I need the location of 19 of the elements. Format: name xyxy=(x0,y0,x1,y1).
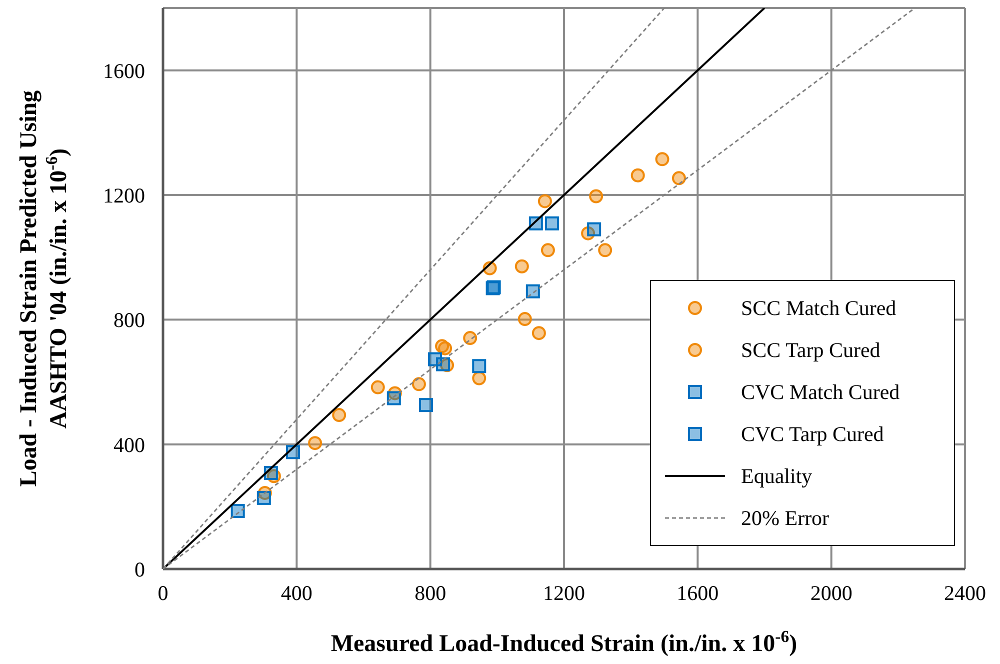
legend-label: SCC Match Cured xyxy=(741,296,896,320)
y-tick-label: 400 xyxy=(114,432,145,457)
legend-label: CVC Match Cured xyxy=(741,380,900,404)
x-tick-label: 2000 xyxy=(810,580,852,605)
y-tick-label: 800 xyxy=(114,308,145,332)
legend-label: CVC Tarp Cured xyxy=(741,422,884,446)
x-axis-title: Measured Load-Induced Strain (in./in. x 10$^{-6}$) xyxy=(330,626,798,657)
y-tick-label: 1200 xyxy=(103,183,145,208)
x-tick-label: 1600 xyxy=(676,580,719,605)
x-tick-label: 0 xyxy=(158,580,168,605)
y-tick-label: 0 xyxy=(134,557,145,582)
legend-label: 20% Error xyxy=(741,506,830,530)
x-tick-label: 800 xyxy=(414,580,446,605)
x-tick-label: 1200 xyxy=(543,580,585,605)
x-tick-label: 400 xyxy=(280,580,312,605)
y-tick-label: 1600 xyxy=(103,58,145,83)
legend-label: SCC Tarp Cured xyxy=(741,338,880,362)
legend-label: Equality xyxy=(741,464,812,488)
x-tick-label: 2400 xyxy=(944,580,986,605)
